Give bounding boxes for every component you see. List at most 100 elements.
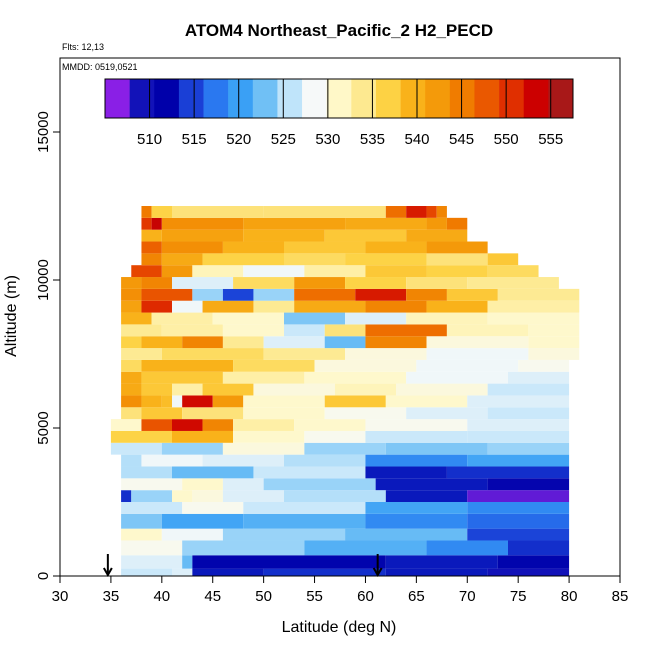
x-tick-label: 35 bbox=[103, 588, 120, 605]
heatmap-cell bbox=[253, 300, 295, 313]
heatmap-cell bbox=[141, 229, 162, 242]
colorbar-swatch bbox=[523, 79, 549, 118]
heatmap-cell bbox=[345, 528, 468, 541]
heatmap-cell bbox=[141, 336, 183, 349]
heatmap-cell bbox=[446, 288, 498, 301]
heatmap-cell bbox=[202, 454, 284, 467]
heatmap-cells bbox=[110, 206, 580, 576]
heatmap-cell bbox=[487, 478, 570, 491]
heatmap-cell bbox=[161, 348, 264, 360]
colorbar-tick-label: 545 bbox=[449, 131, 474, 148]
heatmap-cell bbox=[426, 300, 488, 313]
heatmap-cell bbox=[182, 336, 223, 349]
heatmap-cell bbox=[172, 206, 264, 218]
heatmap-cell bbox=[497, 288, 580, 301]
heatmap-cell bbox=[497, 555, 570, 569]
heatmap-cell bbox=[182, 502, 244, 514]
arrow-head bbox=[372, 567, 383, 578]
colorbar-swatch bbox=[425, 79, 451, 118]
heatmap-cell bbox=[487, 265, 539, 278]
heatmap-cell bbox=[324, 395, 386, 408]
heatmap-cell bbox=[121, 555, 183, 569]
heatmap-cell bbox=[385, 555, 498, 569]
heatmap-cell bbox=[151, 217, 162, 230]
heatmap-cell bbox=[365, 454, 468, 467]
heatmap-cell bbox=[121, 502, 183, 514]
heatmap-cell bbox=[192, 288, 223, 301]
heatmap-cell bbox=[284, 241, 366, 254]
y-tick-label: 10000 bbox=[35, 259, 52, 301]
heatmap-cell bbox=[233, 419, 295, 431]
heatmap-cell bbox=[243, 407, 325, 420]
colorbar-tick-label: 555 bbox=[538, 131, 563, 148]
heatmap-cell bbox=[426, 206, 437, 218]
heatmap-cell bbox=[161, 324, 223, 337]
heatmap-cell bbox=[487, 300, 580, 313]
colorbar-swatch bbox=[548, 79, 574, 118]
heatmap-cell bbox=[121, 490, 132, 502]
heatmap-cell bbox=[284, 253, 346, 266]
heatmap-cell bbox=[202, 253, 284, 266]
heatmap-cell bbox=[233, 430, 305, 443]
heatmap-cell bbox=[528, 348, 580, 360]
x-tick-label: 40 bbox=[153, 588, 170, 605]
colorbar-tick-label: 550 bbox=[494, 131, 519, 148]
heatmap-cell bbox=[528, 324, 580, 337]
heatmap-cell bbox=[426, 265, 488, 278]
heatmap-cell bbox=[222, 336, 264, 349]
heatmap-cell bbox=[121, 466, 172, 479]
x-tick-label: 55 bbox=[306, 588, 323, 605]
heatmap-cell bbox=[222, 288, 254, 301]
heatmap-cell bbox=[131, 490, 172, 502]
heatmap-cell bbox=[121, 513, 162, 529]
heatmap-cell bbox=[345, 217, 427, 230]
heatmap-cell bbox=[406, 407, 488, 420]
arrow-head bbox=[102, 567, 113, 578]
heatmap-cell bbox=[365, 324, 447, 337]
heatmap-cell bbox=[243, 395, 325, 408]
y-axis-label: Altitude (m) bbox=[3, 275, 20, 357]
heatmap-cell bbox=[355, 288, 407, 301]
heatmap-cell bbox=[396, 383, 488, 396]
heatmap-cell bbox=[385, 490, 468, 502]
heatmap-cell bbox=[467, 277, 559, 289]
heatmap-cell bbox=[161, 253, 203, 266]
heatmap-cell bbox=[294, 419, 366, 431]
heatmap-cell bbox=[141, 359, 234, 372]
colorbar-swatch bbox=[228, 79, 254, 118]
heatmap-cell bbox=[141, 206, 152, 218]
heatmap-cell bbox=[110, 442, 162, 455]
heatmap-cell bbox=[243, 265, 305, 278]
heatmap-cell bbox=[294, 277, 346, 289]
heatmap-cell bbox=[121, 540, 183, 556]
heatmap-cell bbox=[121, 407, 142, 420]
heatmap-cell bbox=[141, 383, 172, 396]
heatmap-cell bbox=[121, 277, 142, 289]
heatmap-cell bbox=[345, 348, 427, 360]
heatmap-cell bbox=[182, 478, 223, 491]
heatmap-cell bbox=[151, 312, 213, 325]
heatmap-cell bbox=[263, 206, 386, 218]
heatmap-cell bbox=[161, 513, 244, 529]
colorbar-swatch bbox=[105, 79, 130, 118]
heatmap-cell bbox=[304, 371, 407, 384]
heatmap-cell bbox=[385, 206, 407, 218]
heatmap-cell bbox=[467, 454, 570, 467]
heatmap-cell bbox=[182, 540, 305, 556]
x-tick-label: 75 bbox=[510, 588, 527, 605]
heatmap-cell bbox=[446, 466, 570, 479]
heatmap-cell bbox=[172, 395, 183, 408]
heatmap-cell bbox=[121, 395, 142, 408]
heatmap-cell bbox=[467, 528, 570, 541]
heatmap-cell bbox=[263, 336, 325, 349]
heatmap-cell bbox=[324, 229, 407, 242]
heatmap-cell bbox=[365, 336, 427, 349]
colorbar-swatch bbox=[449, 79, 475, 118]
heatmap-cell bbox=[324, 336, 366, 349]
heatmap-cell bbox=[172, 277, 234, 289]
heatmap-cell bbox=[212, 312, 284, 325]
heatmap-cell bbox=[518, 359, 570, 372]
x-axis-label: Latitude (deg N) bbox=[282, 619, 397, 636]
heatmap-cell bbox=[263, 348, 346, 360]
